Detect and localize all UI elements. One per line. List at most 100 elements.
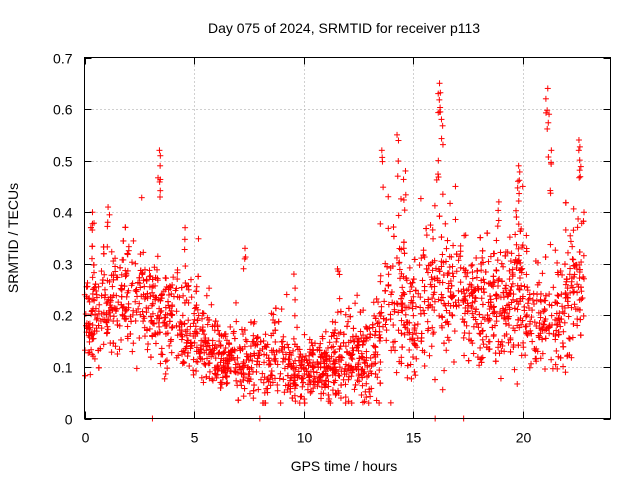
data-point	[393, 369, 400, 376]
data-point	[530, 290, 537, 297]
data-point	[444, 334, 451, 341]
data-point	[498, 260, 505, 267]
data-point	[180, 292, 187, 299]
data-point	[255, 386, 262, 393]
data-point	[357, 328, 364, 335]
data-point	[429, 276, 436, 283]
data-point	[221, 331, 228, 338]
data-point	[95, 283, 102, 290]
data-point	[162, 358, 169, 365]
data-point	[460, 334, 467, 341]
data-point	[443, 258, 450, 265]
data-point	[568, 278, 575, 285]
data-point	[98, 325, 105, 332]
data-point	[377, 272, 384, 279]
data-point	[164, 365, 171, 372]
data-point	[179, 312, 186, 319]
data-point	[395, 309, 402, 316]
data-point	[381, 298, 388, 305]
data-point	[404, 325, 411, 332]
data-point	[514, 380, 521, 387]
data-point	[290, 347, 297, 354]
data-point	[500, 263, 507, 270]
data-point	[406, 264, 413, 271]
data-point	[336, 364, 343, 371]
data-point	[146, 325, 153, 332]
data-point	[261, 400, 268, 407]
data-point	[483, 333, 490, 340]
data-point	[277, 370, 284, 377]
data-point	[342, 394, 349, 401]
data-point	[243, 338, 250, 345]
data-point	[554, 292, 561, 299]
data-point	[231, 346, 238, 353]
data-point	[87, 371, 94, 378]
data-point	[435, 296, 442, 303]
data-point	[399, 292, 406, 299]
data-point	[455, 257, 462, 264]
data-point	[373, 397, 380, 404]
data-point	[526, 291, 533, 298]
data-point	[160, 288, 167, 295]
data-point	[412, 287, 419, 294]
data-point	[526, 364, 533, 371]
data-point	[400, 289, 407, 296]
data-point	[487, 293, 494, 300]
data-point	[310, 373, 317, 380]
data-point	[539, 350, 546, 357]
data-point	[410, 312, 417, 319]
data-point	[279, 349, 286, 356]
data-point	[512, 207, 519, 214]
data-point	[562, 281, 569, 288]
data-point	[404, 374, 411, 381]
data-point	[439, 251, 446, 258]
data-point	[137, 284, 144, 291]
data-point	[351, 386, 358, 393]
data-point	[441, 367, 448, 374]
data-point	[212, 355, 219, 362]
data-point	[108, 248, 115, 255]
data-point	[202, 361, 209, 368]
data-point	[307, 389, 314, 396]
data-point	[396, 259, 403, 266]
data-point	[581, 209, 588, 216]
data-point	[195, 235, 202, 242]
data-point	[398, 195, 405, 202]
data-point	[316, 347, 323, 354]
data-point	[157, 360, 164, 367]
data-point	[82, 311, 89, 318]
data-point	[364, 362, 371, 369]
data-point	[550, 284, 557, 291]
data-point	[389, 299, 396, 306]
data-point	[118, 271, 125, 278]
data-point	[198, 374, 205, 381]
data-point	[190, 356, 197, 363]
data-point	[470, 350, 477, 357]
data-point	[253, 335, 260, 342]
data-point	[548, 302, 555, 309]
data-point	[490, 250, 497, 257]
data-point	[233, 377, 240, 384]
data-point	[138, 194, 145, 201]
data-point	[534, 281, 541, 288]
data-point	[508, 250, 515, 257]
data-point	[413, 330, 420, 337]
data-point	[154, 253, 161, 260]
data-point	[461, 232, 468, 239]
data-point	[259, 370, 266, 377]
data-point	[524, 287, 531, 294]
data-point	[498, 348, 505, 355]
data-point	[89, 274, 96, 281]
data-point	[504, 249, 511, 256]
data-point	[201, 331, 208, 338]
data-point	[272, 338, 279, 345]
data-point	[461, 352, 468, 359]
data-point	[506, 276, 513, 283]
data-point	[199, 315, 206, 322]
data-point	[326, 358, 333, 365]
data-point	[383, 337, 390, 344]
data-point	[461, 329, 468, 336]
data-point	[247, 376, 254, 383]
data-point	[276, 375, 283, 382]
data-point	[567, 232, 574, 239]
